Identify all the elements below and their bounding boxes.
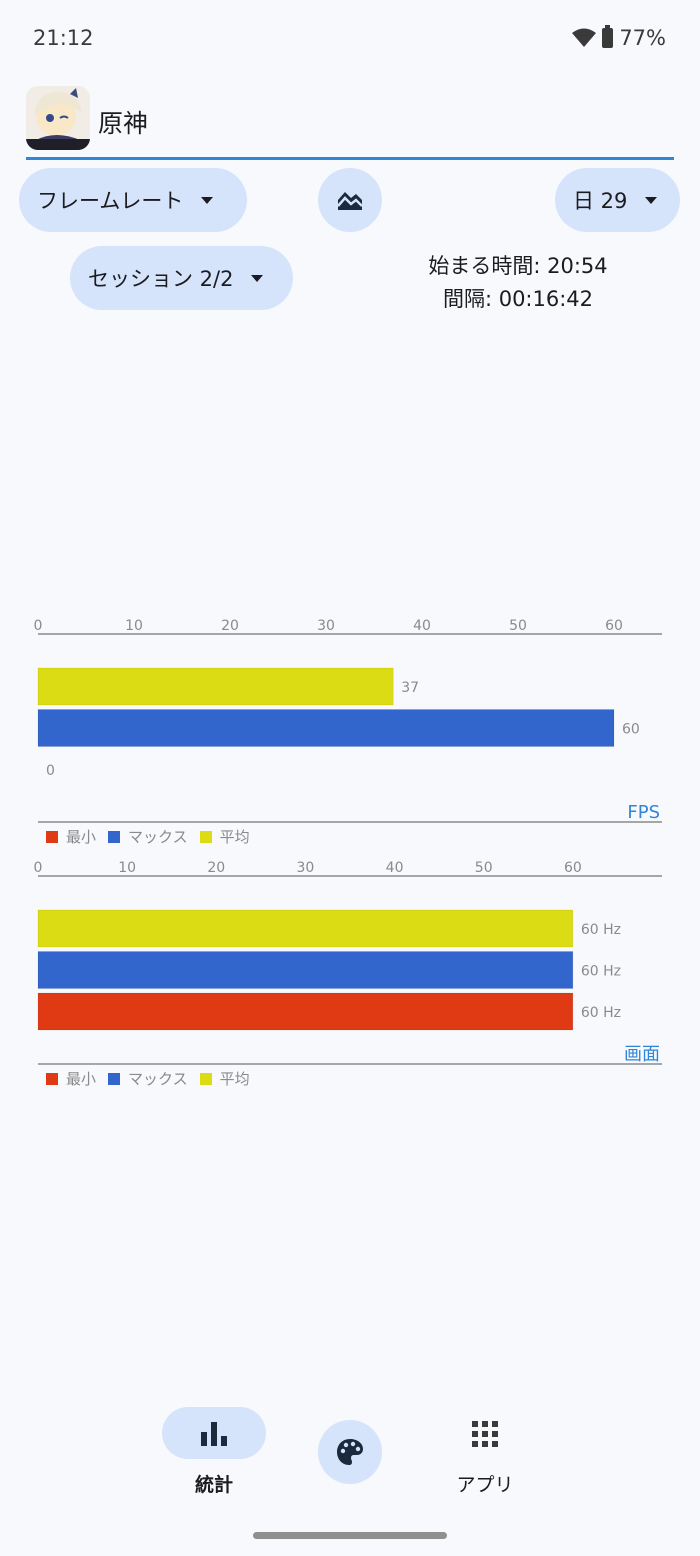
x-tick-label: 0	[34, 860, 43, 876]
app-icon[interactable]	[26, 86, 90, 150]
x-tick-label: 50	[475, 860, 493, 876]
chart-title: 画面	[624, 1044, 660, 1065]
bar-value-label: 60	[622, 722, 640, 738]
x-tick-label: 60	[605, 618, 623, 634]
x-tick-label: 10	[125, 618, 143, 634]
legend-max: マックス	[128, 1070, 188, 1088]
bar-value-label: 60 Hz	[581, 922, 621, 938]
legend-swatch-min	[46, 1072, 58, 1085]
legend-swatch-max	[108, 1072, 121, 1085]
chart-title: FPS	[627, 802, 660, 823]
nav-apps-label[interactable]: アプリ	[456, 1474, 514, 1496]
fps-chart: 0 10 20 30 40 50 60 37 60 0 FPS	[34, 618, 662, 823]
nav-stats-button[interactable]	[162, 1407, 266, 1459]
nav-stats-label[interactable]: 統計	[194, 1474, 233, 1496]
chart-style-icon	[337, 192, 363, 210]
x-tick-label: 0	[34, 618, 43, 634]
screen-chart-legend: 最小 マックス 平均	[46, 1068, 252, 1089]
screen-chart: 0 10 20 30 40 50 60 60 Hz 60 Hz 60 Hz 画面	[34, 860, 662, 1065]
legend-swatch-max	[108, 830, 121, 843]
bar-avg	[37, 667, 394, 706]
grid-icon	[472, 1421, 498, 1447]
session-dropdown[interactable]: セッション 2/2	[70, 246, 293, 310]
caret-down-icon	[201, 196, 214, 204]
caret-down-icon	[251, 274, 264, 282]
x-tick-label: 50	[509, 618, 527, 634]
bar-value-label: 0	[46, 763, 55, 779]
session-start-time: 始まる時間: 20:54	[428, 254, 608, 278]
x-tick-label: 40	[386, 860, 404, 876]
theme-button[interactable]	[318, 1420, 382, 1484]
fps-chart-legend: 最小 マックス 平均	[46, 826, 252, 847]
legend-avg: 平均	[219, 828, 250, 846]
session-dropdown-label: セッション 2/2	[88, 267, 234, 291]
palette-icon	[337, 1439, 363, 1465]
x-tick-label: 10	[118, 860, 136, 876]
legend-swatch-avg	[199, 830, 212, 843]
bar-max	[37, 709, 615, 747]
app-selector-underline	[26, 157, 674, 160]
nav-apps-button[interactable]	[470, 1419, 500, 1453]
legend-swatch-avg	[199, 1072, 212, 1085]
status-icons: 77%	[572, 25, 666, 50]
legend-avg: 平均	[219, 1070, 250, 1088]
metric-dropdown-label: フレームレート	[37, 189, 184, 213]
wifi-icon	[572, 28, 597, 47]
status-time: 21:12	[33, 26, 94, 50]
bar-avg	[37, 909, 574, 948]
bar-value-label: 37	[401, 680, 419, 696]
home-indicator[interactable]	[253, 1532, 447, 1539]
bar-min	[37, 992, 574, 1031]
chart-style-button[interactable]	[318, 168, 382, 232]
x-tick-label: 30	[317, 618, 335, 634]
session-duration: 間隔: 00:16:42	[442, 287, 594, 311]
legend-min: 最小	[66, 828, 97, 846]
battery-percent: 77%	[619, 26, 666, 50]
legend-min: 最小	[66, 1070, 97, 1088]
bar-value-label: 60 Hz	[581, 1005, 621, 1021]
x-tick-label: 30	[297, 860, 315, 876]
bar-chart-icon	[201, 1422, 227, 1446]
legend-swatch-min	[46, 830, 58, 843]
x-tick-label: 60	[564, 860, 582, 876]
bar-max	[37, 951, 574, 989]
day-dropdown[interactable]: 日 29	[555, 168, 680, 232]
x-tick-label: 20	[221, 618, 239, 634]
app-title: 原神	[98, 109, 149, 138]
metric-dropdown[interactable]: フレームレート	[19, 168, 247, 232]
battery-icon	[602, 25, 614, 48]
x-tick-label: 20	[207, 860, 225, 876]
bar-value-label: 60 Hz	[581, 964, 621, 980]
legend-max: マックス	[128, 828, 188, 846]
x-tick-label: 40	[413, 618, 431, 634]
day-dropdown-label: 日 29	[573, 189, 628, 213]
caret-down-icon	[645, 196, 658, 204]
